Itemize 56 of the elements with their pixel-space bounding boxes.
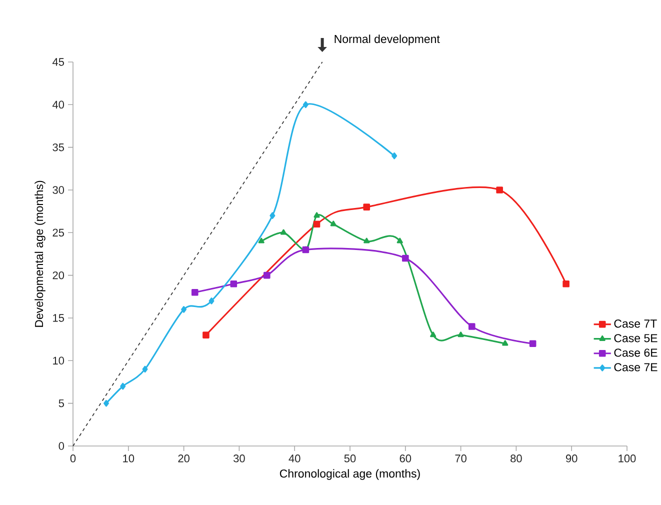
point bbox=[458, 332, 464, 338]
point bbox=[264, 272, 270, 279]
point bbox=[402, 254, 409, 262]
point bbox=[270, 212, 276, 219]
x-tick-label: 50 bbox=[344, 454, 356, 462]
y-tick-label: 0 bbox=[58, 442, 64, 450]
point bbox=[120, 382, 126, 390]
y-axis-title: Developmental age (months) bbox=[34, 180, 46, 327]
point bbox=[364, 238, 370, 244]
point bbox=[396, 238, 403, 244]
point bbox=[330, 220, 336, 226]
legend-label: Normal development bbox=[334, 34, 440, 46]
y-tick-label: 45 bbox=[52, 58, 64, 66]
y-tick-label: 25 bbox=[52, 228, 64, 237]
y-tick-label: 35 bbox=[52, 143, 64, 152]
y-tick-label: 40 bbox=[52, 100, 64, 109]
y-tick-label: 10 bbox=[53, 356, 64, 365]
y-tick-label: 5 bbox=[58, 399, 64, 408]
y-tick-label: 15 bbox=[53, 314, 64, 322]
point bbox=[562, 280, 570, 288]
x-tick-label: 70 bbox=[455, 454, 466, 462]
point bbox=[314, 212, 320, 218]
point bbox=[502, 340, 508, 346]
x-tick-label: 100 bbox=[618, 454, 636, 462]
x-tick-label: 10 bbox=[123, 454, 134, 462]
x-tick-label: 40 bbox=[288, 454, 300, 462]
x-tick-label: 90 bbox=[566, 454, 578, 462]
x-tick-label: 60 bbox=[400, 454, 412, 462]
y-tick-label: 30 bbox=[52, 186, 64, 194]
legend-label: Case 5E bbox=[614, 334, 658, 342]
point bbox=[142, 366, 148, 373]
x-tick-label: 30 bbox=[234, 454, 245, 462]
point bbox=[280, 229, 287, 235]
point bbox=[103, 400, 109, 407]
point bbox=[181, 306, 187, 313]
x-tick-label: 0 bbox=[70, 454, 76, 462]
point bbox=[202, 332, 210, 338]
point bbox=[191, 288, 198, 296]
point bbox=[208, 298, 214, 304]
x-tick-label: 80 bbox=[510, 454, 522, 462]
point bbox=[529, 340, 536, 347]
x-axis-title: Chronological age (months) bbox=[280, 469, 420, 480]
legend-label: Case 7T bbox=[614, 320, 657, 328]
point bbox=[496, 186, 503, 194]
point bbox=[430, 332, 436, 338]
point bbox=[392, 152, 398, 160]
x-tick-label: 20 bbox=[178, 454, 190, 462]
point bbox=[230, 280, 238, 288]
point bbox=[313, 220, 320, 228]
legend-label: Case 7E bbox=[614, 363, 658, 372]
y-tick-label: 20 bbox=[52, 271, 64, 280]
point bbox=[258, 238, 264, 244]
point bbox=[468, 323, 476, 330]
point bbox=[302, 101, 308, 108]
legend-label: Case 6E bbox=[614, 348, 658, 357]
point bbox=[363, 204, 370, 210]
